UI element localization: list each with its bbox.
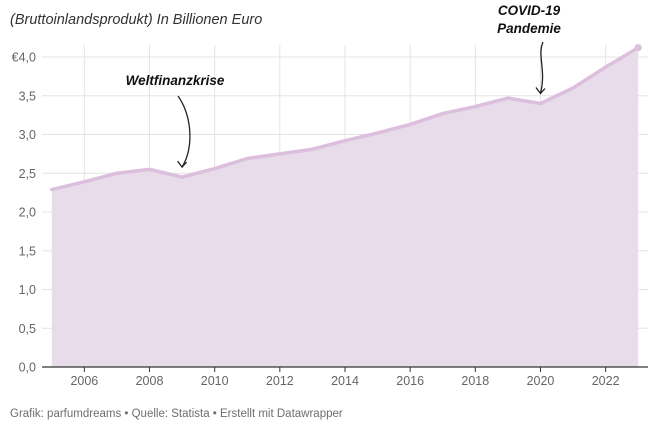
annotation-label: Weltfinanzkrise (126, 73, 225, 88)
plot-area (50, 44, 642, 367)
x-axis: 2006 2008 2010 2012 2014 2016 2018 2020 2022 (42, 366, 648, 388)
x-tick-label: 2014 (331, 374, 359, 388)
y-tick-label: 2,5 (19, 167, 36, 181)
y-tick-label: 2,0 (19, 206, 36, 220)
y-tick-label: 1,0 (19, 283, 36, 297)
y-tick-label: 0,5 (19, 322, 36, 336)
x-tick-label: 2006 (70, 374, 98, 388)
x-tick-label: 2018 (461, 374, 489, 388)
y-tick-label: €4,0 (12, 51, 36, 65)
y-tick-label: 1,5 (19, 244, 36, 258)
annotations: Weltfinanzkrise COVID-19 Pandemie (126, 3, 561, 169)
x-tick-label: 2020 (527, 374, 555, 388)
annotation-arrow (539, 41, 544, 94)
annotation-label: COVID-19 (498, 3, 561, 18)
x-tick-label: 2008 (136, 374, 164, 388)
y-tick-label: 3,0 (19, 128, 36, 142)
annotation-arrowhead (535, 87, 546, 95)
chart-footer: Grafik: parfumdreams • Quelle: Statista … (10, 408, 343, 420)
x-tick-label: 2010 (201, 374, 229, 388)
annotation-label: Pandemie (497, 21, 561, 36)
end-point (634, 44, 642, 52)
annotation-arrowhead (177, 160, 188, 169)
annotation-arrow (177, 95, 191, 168)
chart-subtitle: (Bruttoinlandsprodukt) In Billionen Euro (10, 12, 263, 28)
x-tick-label: 2022 (592, 374, 620, 388)
y-tick-label: 3,5 (19, 89, 36, 103)
x-tick-label: 2016 (396, 374, 424, 388)
series-line (50, 45, 640, 192)
y-tick-label: 0,0 (19, 361, 36, 375)
area-fill (51, 47, 639, 367)
x-tick-label: 2012 (266, 374, 294, 388)
